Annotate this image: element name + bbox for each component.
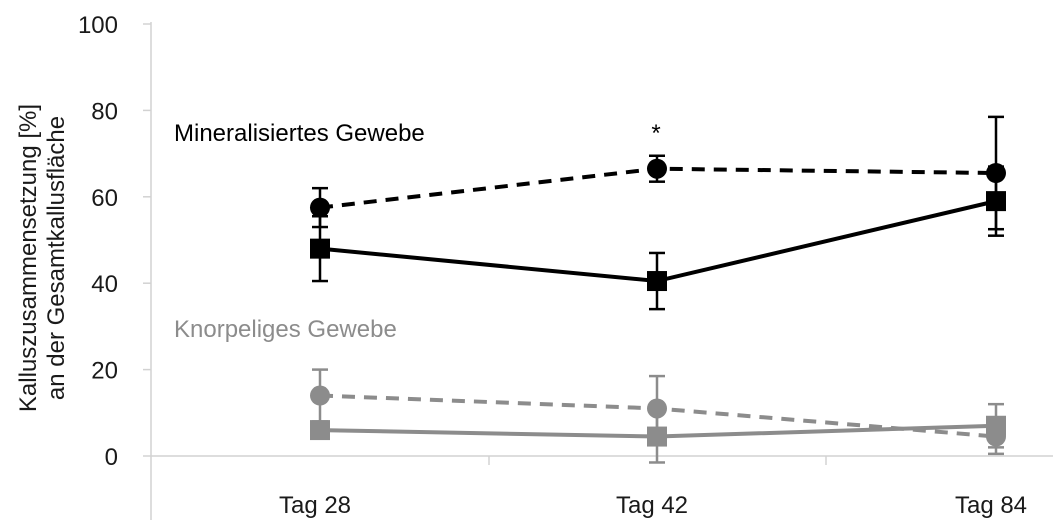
- x-tick-labels: Tag 28 Tag 42 Tag 84: [279, 456, 1027, 519]
- series-layer: [310, 115, 1006, 464]
- y-axis-title-line-2: an der Gesamtkallusfläche: [43, 116, 70, 400]
- data-point: [310, 420, 330, 441]
- axes: [150, 22, 1053, 520]
- data-point: [986, 191, 1006, 212]
- data-point: [310, 197, 330, 218]
- y-tick-label: 80: [91, 98, 118, 125]
- data-point: [647, 426, 667, 447]
- data-point: [310, 385, 330, 406]
- data-point: [310, 238, 330, 259]
- annotation-knorpeliges: Knorpeliges Gewebe: [174, 316, 397, 343]
- y-tick-labels: 100 80 60 40 20 0: [78, 12, 151, 471]
- y-tick-label: 40: [91, 271, 118, 298]
- data-point: [647, 158, 667, 179]
- x-tick-label: Tag 42: [616, 492, 688, 519]
- annotation-significance-star: *: [651, 120, 660, 147]
- series-2: [310, 165, 1006, 311]
- annotation-mineralisiertes: Mineralisiertes Gewebe: [174, 120, 425, 147]
- data-point: [647, 271, 667, 292]
- series-4: [310, 402, 1006, 464]
- y-tick-label: 20: [91, 358, 118, 385]
- y-tick-label: 60: [91, 185, 118, 212]
- data-point: [986, 415, 1006, 436]
- data-point: [647, 398, 667, 419]
- x-tick-label: Tag 84: [955, 492, 1027, 519]
- y-axis-title-line-1: Kalluszusammensetzung [%]: [15, 104, 42, 412]
- y-tick-label: 0: [105, 444, 118, 471]
- y-tick-label: 100: [78, 12, 118, 39]
- x-tick-label: Tag 28: [279, 492, 351, 519]
